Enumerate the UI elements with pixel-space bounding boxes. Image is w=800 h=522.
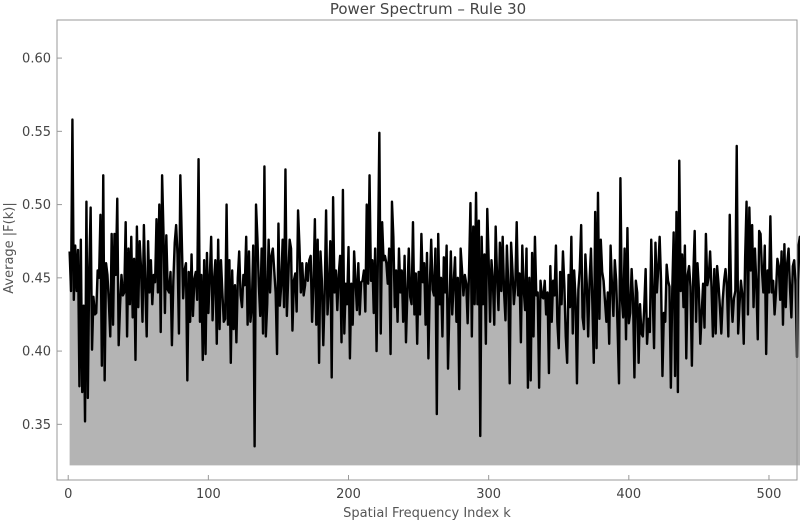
plot-frame	[56, 19, 798, 481]
y-tick-label: 0.55	[22, 125, 51, 140]
x-axis-label: Spatial Frequency Index k	[343, 506, 511, 521]
y-tick-label: 0.50	[22, 198, 51, 213]
x-tick-label: 300	[476, 487, 501, 502]
series-line	[68, 118, 800, 448]
y-tick-label: 0.40	[22, 345, 51, 360]
y-tick-label: 0.45	[22, 271, 51, 286]
x-tick-label: 100	[196, 487, 221, 502]
x-tick-label: 200	[336, 487, 361, 502]
chart-title: Power Spectrum – Rule 30	[330, 0, 526, 18]
x-axis: 0 100 200 300 400 500	[64, 475, 781, 502]
x-tick-label: 0	[64, 487, 72, 502]
x-tick-label: 400	[616, 487, 641, 502]
plot-area	[56, 19, 800, 481]
y-axis: 0.35 0.40 0.45 0.50 0.55 0.60	[22, 52, 62, 433]
x-tick-label: 500	[757, 487, 782, 502]
y-tick-label: 0.35	[22, 418, 51, 433]
y-tick-label: 0.60	[22, 52, 51, 67]
y-axis-label: Average |F(k)|	[2, 202, 17, 293]
